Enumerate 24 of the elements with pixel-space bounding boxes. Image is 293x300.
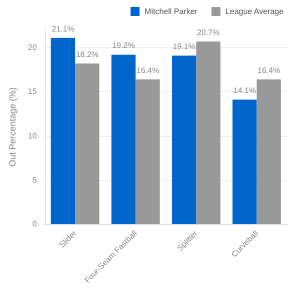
bar <box>172 56 196 224</box>
y-axis-title: Out Percentage (%) <box>8 87 18 167</box>
bar <box>256 79 281 224</box>
bar <box>196 41 220 224</box>
bar <box>136 79 160 224</box>
y-tick-label: 5 <box>32 175 38 184</box>
legend-label: Mitchell Parker <box>144 7 198 16</box>
bar <box>232 100 257 224</box>
y-tick-label: 0 <box>32 220 38 228</box>
y-tick-label: 10 <box>28 131 38 140</box>
bar <box>75 64 100 224</box>
y-tick-label: 20 <box>28 43 38 52</box>
data-label: 16.4% <box>136 66 160 75</box>
data-label: 18.2% <box>76 50 99 60</box>
bar <box>111 54 136 224</box>
data-label: 14.1% <box>233 86 256 96</box>
data-label: 21.1% <box>52 24 74 34</box>
y-tick-label: 15 <box>28 87 38 96</box>
data-label: 19.2% <box>112 41 135 50</box>
data-label: 16.4% <box>257 66 280 75</box>
bar <box>50 38 76 224</box>
data-label: 19.1% <box>172 42 196 52</box>
legend-label: League Average <box>225 7 284 16</box>
data-label: 20.7% <box>196 28 220 37</box>
